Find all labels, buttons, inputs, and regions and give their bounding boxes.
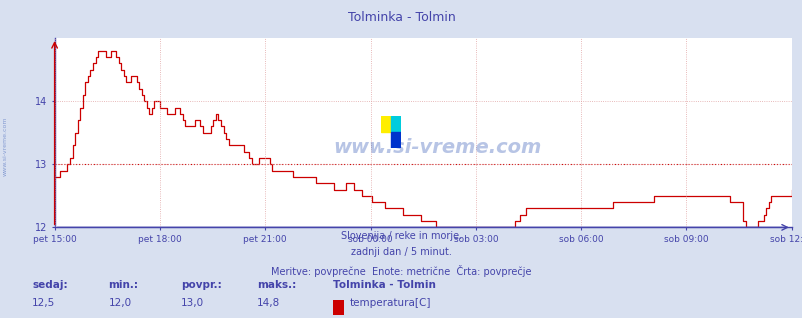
Text: min.:: min.: — [108, 280, 138, 290]
Text: Slovenija / reke in morje.: Slovenija / reke in morje. — [341, 231, 461, 240]
Text: www.si-vreme.com: www.si-vreme.com — [3, 116, 8, 176]
Bar — [391, 116, 401, 132]
Bar — [381, 116, 391, 132]
Text: maks.:: maks.: — [257, 280, 296, 290]
Text: www.si-vreme.com: www.si-vreme.com — [334, 138, 541, 157]
Text: temperatura[C]: temperatura[C] — [349, 298, 430, 308]
Bar — [391, 132, 401, 148]
Text: sedaj:: sedaj: — [32, 280, 67, 290]
Text: Meritve: povprečne  Enote: metrične  Črta: povprečje: Meritve: povprečne Enote: metrične Črta:… — [271, 265, 531, 277]
Text: 12,5: 12,5 — [32, 298, 55, 308]
Text: 14,8: 14,8 — [257, 298, 280, 308]
Text: povpr.:: povpr.: — [180, 280, 221, 290]
Text: Tolminka - Tolmin: Tolminka - Tolmin — [333, 280, 435, 290]
Text: 13,0: 13,0 — [180, 298, 204, 308]
Text: 12,0: 12,0 — [108, 298, 132, 308]
Text: Tolminka - Tolmin: Tolminka - Tolmin — [347, 11, 455, 24]
Text: zadnji dan / 5 minut.: zadnji dan / 5 minut. — [350, 247, 452, 257]
